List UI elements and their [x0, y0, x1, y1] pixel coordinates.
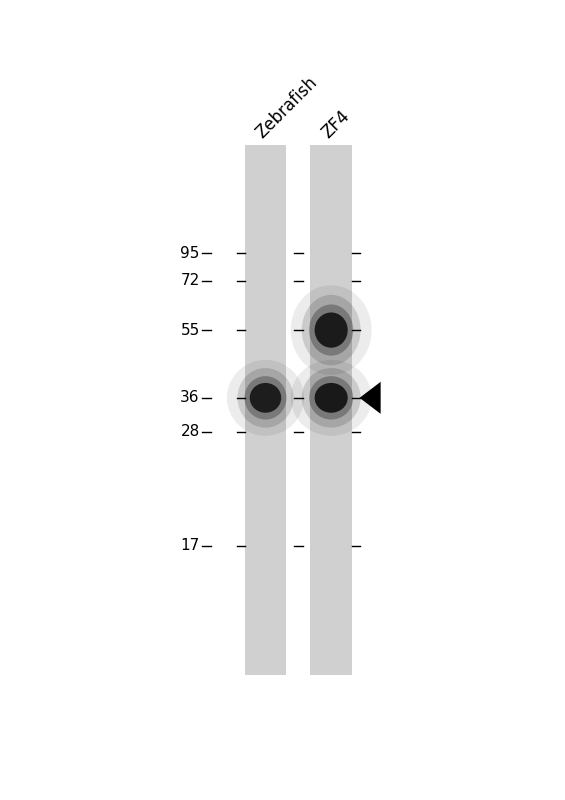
- Bar: [310, 146, 352, 675]
- Text: 55: 55: [181, 322, 200, 338]
- Text: 72: 72: [181, 274, 200, 288]
- Ellipse shape: [309, 305, 353, 356]
- Polygon shape: [359, 382, 381, 414]
- Ellipse shape: [227, 360, 304, 436]
- Ellipse shape: [291, 360, 372, 436]
- Ellipse shape: [237, 368, 293, 428]
- Text: 95: 95: [180, 246, 200, 261]
- Text: 17: 17: [181, 538, 200, 553]
- Ellipse shape: [291, 286, 372, 375]
- Bar: [245, 146, 286, 675]
- Text: Zebrafish: Zebrafish: [253, 74, 321, 142]
- Ellipse shape: [309, 376, 353, 419]
- Text: ZF4: ZF4: [319, 107, 353, 142]
- Ellipse shape: [315, 383, 347, 413]
- Ellipse shape: [302, 368, 360, 428]
- Ellipse shape: [302, 295, 360, 366]
- Ellipse shape: [250, 383, 281, 413]
- Text: 36: 36: [180, 390, 200, 406]
- Text: 28: 28: [181, 424, 200, 439]
- Ellipse shape: [315, 313, 347, 348]
- Ellipse shape: [245, 376, 286, 419]
